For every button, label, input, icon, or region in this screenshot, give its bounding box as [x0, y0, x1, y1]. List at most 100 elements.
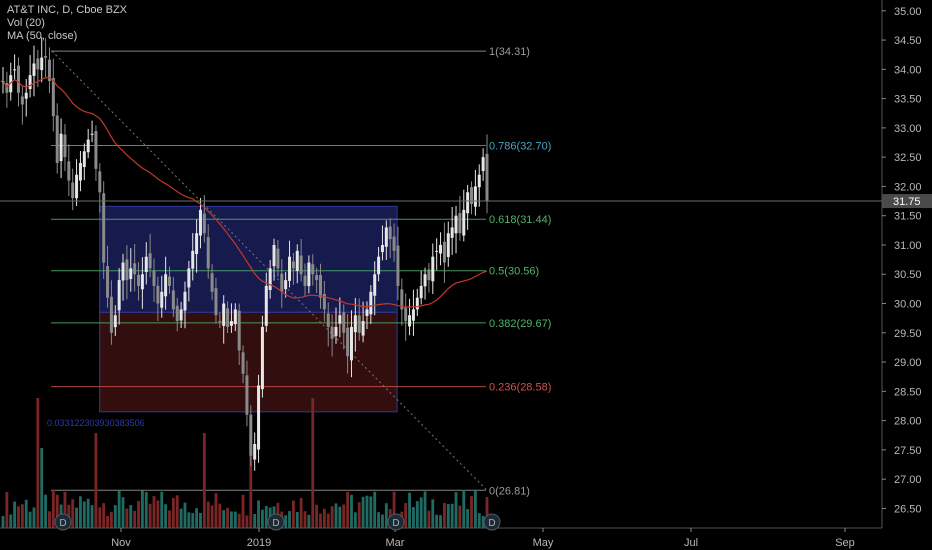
- volume-bar: [148, 503, 152, 528]
- dividend-marker[interactable]: [483, 513, 501, 531]
- volume-bar: [408, 492, 411, 528]
- volume-bar: [13, 501, 17, 528]
- candle-body: [187, 268, 191, 288]
- volume-bar: [454, 492, 458, 528]
- volume-bar: [32, 507, 36, 528]
- upper-range-box[interactable]: [99, 205, 398, 313]
- y-tick-label: 33.50: [894, 94, 922, 106]
- candle-body: [253, 444, 257, 460]
- volume-bar: [315, 504, 319, 528]
- volume-bar: [264, 505, 268, 528]
- volume-bar: [55, 494, 59, 528]
- volume-bar: [481, 515, 485, 528]
- volume-bar: [20, 504, 24, 528]
- legend-symbol[interactable]: AT&T INC, D, Cboe BZX: [7, 4, 128, 16]
- candle-body: [241, 352, 245, 374]
- volume-bar: [253, 513, 257, 528]
- volume-bar: [109, 511, 113, 528]
- candle-body: [473, 186, 477, 207]
- x-tick-label: Sep: [835, 537, 855, 549]
- candle-body: [268, 268, 272, 291]
- candle-body: [32, 63, 36, 76]
- candle-body: [423, 274, 427, 287]
- candle-body: [210, 273, 214, 292]
- candle-body: [442, 241, 446, 263]
- x-tick-label: May: [533, 537, 554, 549]
- volume-bar: [404, 503, 408, 528]
- candle-body: [284, 280, 288, 290]
- dividend-marker[interactable]: [267, 513, 285, 531]
- volume-bar: [44, 494, 48, 528]
- volume-bar: [214, 493, 218, 528]
- candle-body: [82, 151, 86, 167]
- candle-body: [295, 250, 299, 271]
- legend-volume[interactable]: Vol (20): [7, 17, 45, 29]
- volume-bar: [466, 509, 470, 528]
- x-tick-label: 2019: [247, 537, 271, 549]
- dividend-marker[interactable]: [54, 513, 72, 531]
- candle-body: [439, 244, 443, 254]
- volume-bar: [330, 506, 334, 528]
- volume-bar: [9, 514, 13, 528]
- y-tick-label: 29.50: [894, 328, 922, 340]
- candle-body: [133, 263, 137, 275]
- candle-body: [353, 315, 357, 333]
- fib-level-label: 0.786(32.70): [489, 140, 551, 152]
- volume-bar: [1, 516, 5, 528]
- volume-bar: [369, 496, 373, 528]
- volume-bar: [129, 505, 133, 528]
- fib-trend-line[interactable]: [51, 50, 488, 491]
- legend-moving-average[interactable]: MA (50, close): [7, 30, 78, 42]
- candle-body: [377, 256, 381, 275]
- volume-bar: [206, 501, 210, 528]
- volume-bar: [446, 504, 450, 528]
- volume-bar: [326, 513, 330, 528]
- volume-bar: [40, 448, 44, 528]
- volume-bar: [175, 495, 179, 528]
- volume-bar: [361, 496, 365, 528]
- volume-bar: [419, 497, 423, 528]
- candle-body: [24, 92, 28, 99]
- volume-bar: [423, 491, 427, 528]
- volume-bar: [257, 500, 260, 528]
- candle-body: [462, 209, 466, 236]
- candle-body: [183, 291, 187, 311]
- volume-bar: [117, 490, 121, 528]
- candle-body: [13, 69, 17, 71]
- volume-bar: [82, 501, 86, 528]
- candle-body: [392, 236, 396, 251]
- candle-body: [171, 290, 175, 310]
- candle-body: [214, 288, 218, 316]
- dividend-marker[interactable]: [387, 513, 405, 531]
- volume-bar: [462, 490, 466, 528]
- volume-bar: [160, 491, 164, 528]
- volume-bar: [179, 508, 183, 528]
- volume-bar: [435, 514, 439, 528]
- volume-bar: [442, 503, 446, 528]
- volume-bar: [365, 495, 369, 528]
- candle-body: [319, 275, 323, 298]
- volume-bar: [346, 491, 350, 528]
- candle-body: [75, 174, 79, 199]
- y-tick-label: 28.50: [894, 386, 922, 398]
- volume-bar: [113, 505, 117, 528]
- x-tick-label: Nov: [111, 537, 131, 549]
- candle-body: [264, 285, 268, 326]
- candle-body: [175, 305, 179, 322]
- candle-body: [419, 285, 423, 299]
- volume-bar: [98, 507, 102, 528]
- volume-bar: [152, 496, 156, 528]
- volume-bar: [319, 513, 322, 528]
- y-tick-label: 30.00: [894, 299, 922, 311]
- candle-body: [349, 326, 353, 361]
- candle-body: [117, 280, 121, 311]
- candle-body: [334, 326, 338, 336]
- volume-bar: [261, 509, 264, 528]
- volume-bar: [144, 492, 148, 528]
- volume-bar: [357, 502, 361, 528]
- volume-bar: [431, 499, 435, 528]
- volume-bar: [322, 508, 326, 528]
- candle-body: [260, 326, 264, 390]
- candle-body: [195, 233, 199, 255]
